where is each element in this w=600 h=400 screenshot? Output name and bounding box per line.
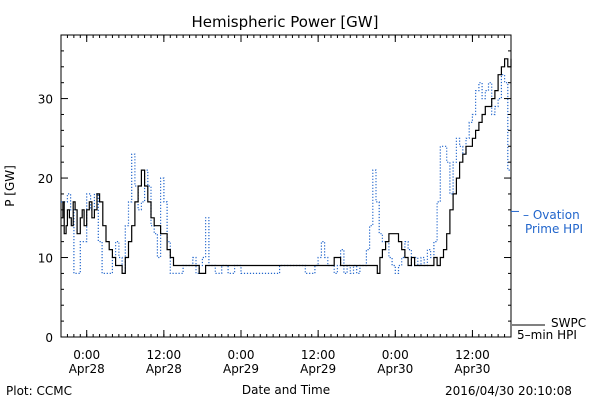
x-tick-label-time: 0:00	[73, 348, 100, 362]
series-ovation-line	[61, 74, 511, 274]
x-axis-label: Date and Time	[242, 383, 330, 397]
y-tick-label: 0	[45, 331, 53, 345]
x-tick-label-date: Apr28	[69, 362, 105, 376]
y-axis-label: P [GW]	[3, 165, 17, 207]
legend-ovation-line1: – Ovation	[523, 208, 580, 222]
x-tick-label-time: 0:00	[382, 348, 409, 362]
y-tick-label: 20	[38, 172, 53, 186]
plot-credit: Plot: CCMC	[6, 384, 72, 398]
chart-title: Hemispheric Power [GW]	[192, 13, 379, 31]
x-tick-label-time: 12:00	[455, 348, 490, 362]
legend-swpc-line1: SWPC	[551, 316, 586, 330]
timestamp: 2016/04/30 20:10:08	[445, 384, 572, 398]
legend-ovation-prime: – Ovation Prime HPI	[523, 208, 583, 236]
x-tick-label-date: Apr29	[223, 362, 259, 376]
x-tick-label-time: 12:00	[147, 348, 182, 362]
x-tick-label-date: Apr30	[377, 362, 413, 376]
series-swpc-line	[61, 58, 512, 274]
x-tick-label-time: 12:00	[301, 348, 336, 362]
y-tick-label: 30	[38, 93, 53, 107]
series-layer	[61, 58, 512, 274]
x-tick-label-date: Apr28	[146, 362, 182, 376]
x-tick-label-time: 0:00	[228, 348, 255, 362]
legend-swpc: SWPC 5–min HPI	[512, 316, 586, 342]
legend-swpc-line2: 5–min HPI	[517, 328, 577, 342]
y-tick-label: 10	[38, 252, 53, 266]
x-tick-label-date: Apr30	[454, 362, 490, 376]
plot-area: 01020300:00Apr2812:00Apr280:00Apr2912:00…	[38, 34, 519, 376]
x-tick-label-date: Apr29	[300, 362, 336, 376]
axis-layer: 01020300:00Apr2812:00Apr280:00Apr2912:00…	[38, 34, 519, 376]
plot-frame	[60, 34, 512, 338]
legend-ovation-line2: Prime HPI	[525, 222, 583, 236]
